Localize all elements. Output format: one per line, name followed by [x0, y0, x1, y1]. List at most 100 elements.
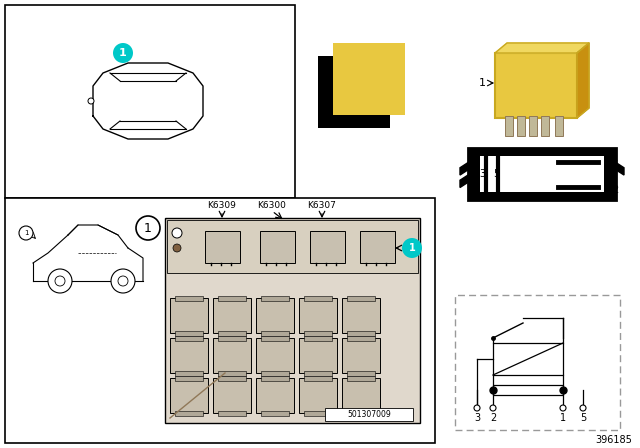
Bar — [170, 378, 208, 413]
Circle shape — [19, 226, 33, 240]
Bar — [299, 378, 337, 413]
Bar — [304, 371, 332, 376]
Bar — [304, 376, 332, 381]
Bar — [218, 376, 246, 381]
Text: K6300: K6300 — [257, 201, 287, 210]
Bar — [165, 218, 420, 423]
Bar — [304, 331, 332, 336]
Bar — [310, 231, 345, 263]
Text: 5: 5 — [493, 169, 499, 179]
Circle shape — [173, 244, 181, 252]
Bar — [505, 116, 513, 136]
Bar — [261, 331, 289, 336]
Bar — [256, 378, 294, 413]
Circle shape — [490, 405, 496, 411]
Circle shape — [136, 216, 160, 240]
Polygon shape — [460, 163, 468, 175]
Circle shape — [113, 43, 133, 63]
Circle shape — [560, 405, 566, 411]
Bar — [261, 376, 289, 381]
Bar — [333, 43, 405, 115]
Bar — [360, 231, 395, 263]
Bar — [304, 336, 332, 341]
Text: 3: 3 — [474, 413, 480, 423]
Text: 1: 1 — [560, 413, 566, 423]
Bar — [261, 296, 289, 301]
Bar — [175, 371, 203, 376]
Bar — [213, 298, 251, 333]
Bar — [529, 116, 537, 136]
Bar — [342, 338, 380, 373]
Text: 1: 1 — [24, 230, 28, 236]
Text: K6307: K6307 — [308, 201, 337, 210]
Bar — [175, 296, 203, 301]
Circle shape — [118, 276, 128, 286]
Bar — [213, 378, 251, 413]
Circle shape — [48, 269, 72, 293]
Polygon shape — [577, 43, 589, 118]
Bar — [342, 378, 380, 413]
Bar — [170, 298, 208, 333]
Polygon shape — [495, 43, 589, 53]
Bar — [347, 336, 375, 341]
Bar — [493, 385, 563, 395]
Bar — [170, 338, 208, 373]
Bar — [218, 331, 246, 336]
Bar — [5, 5, 295, 198]
Text: 501307009: 501307009 — [347, 410, 391, 419]
Bar — [299, 298, 337, 333]
Circle shape — [172, 228, 182, 238]
Bar — [218, 296, 246, 301]
Bar — [347, 376, 375, 381]
Bar — [5, 198, 435, 443]
Bar — [205, 231, 240, 263]
Bar — [342, 298, 380, 333]
Bar — [347, 296, 375, 301]
Circle shape — [88, 98, 94, 104]
Bar — [175, 331, 203, 336]
Polygon shape — [616, 163, 624, 175]
Bar — [541, 116, 549, 136]
Circle shape — [580, 405, 586, 411]
Circle shape — [474, 405, 480, 411]
Bar — [261, 411, 289, 416]
Bar — [304, 296, 332, 301]
Bar — [167, 220, 418, 273]
Bar — [493, 343, 563, 375]
Bar — [304, 411, 332, 416]
Text: 2: 2 — [490, 413, 496, 423]
Bar — [175, 411, 203, 416]
Bar — [347, 411, 375, 416]
Bar — [495, 53, 577, 118]
Bar — [347, 371, 375, 376]
Bar — [480, 156, 604, 192]
Text: 1: 1 — [119, 48, 127, 58]
Bar — [261, 371, 289, 376]
Bar — [218, 336, 246, 341]
Text: 2: 2 — [612, 185, 618, 195]
Text: 1: 1 — [408, 243, 415, 253]
Bar — [175, 336, 203, 341]
Text: 5: 5 — [580, 413, 586, 423]
Bar — [261, 336, 289, 341]
Bar — [555, 116, 563, 136]
Bar — [256, 338, 294, 373]
Text: 1: 1 — [612, 153, 618, 163]
Bar — [260, 231, 295, 263]
Text: 1: 1 — [479, 78, 486, 88]
Bar — [256, 298, 294, 333]
Bar — [213, 338, 251, 373]
Bar — [218, 371, 246, 376]
Bar — [175, 376, 203, 381]
Circle shape — [111, 269, 135, 293]
Circle shape — [55, 276, 65, 286]
Polygon shape — [460, 175, 468, 188]
Text: 3: 3 — [479, 169, 485, 179]
Text: 1: 1 — [144, 221, 152, 234]
Bar — [517, 116, 525, 136]
Bar — [455, 295, 620, 430]
Circle shape — [402, 238, 422, 258]
Text: 396185: 396185 — [595, 435, 632, 445]
Bar — [218, 411, 246, 416]
Bar — [299, 338, 337, 373]
